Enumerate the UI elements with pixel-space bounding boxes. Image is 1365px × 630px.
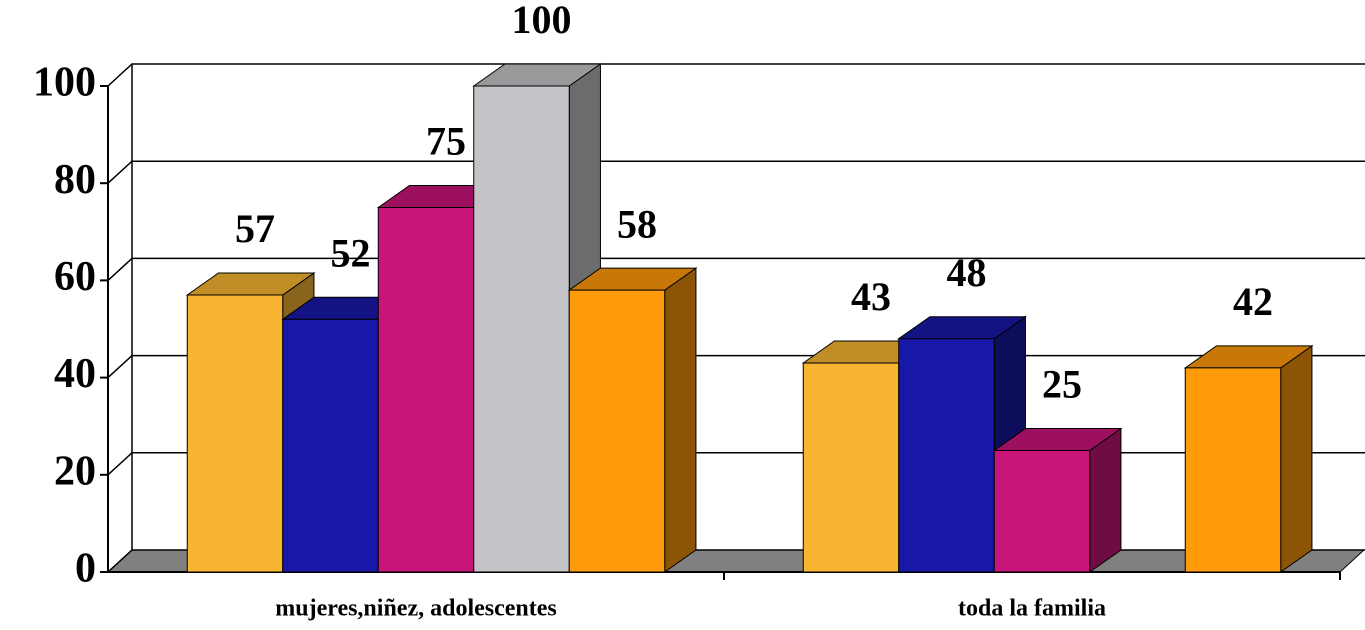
bar-side [1280, 344, 1313, 573]
grid-line [107, 160, 1365, 184]
data-label: 75 [426, 119, 466, 164]
data-label: 42 [1233, 279, 1273, 324]
grid-line [107, 257, 1365, 281]
y-tick-label: 100 [33, 60, 96, 106]
grid-line [107, 63, 1365, 87]
bar [1184, 367, 1282, 573]
y-tick-label: 20 [54, 448, 96, 494]
data-label: 58 [617, 201, 657, 246]
data-label: 48 [947, 250, 987, 295]
y-tick-label: 80 [54, 157, 96, 203]
y-tick-label: 60 [54, 254, 96, 300]
x-tick-label: mujeres,niñez, adolescentes [275, 596, 557, 622]
bar [186, 294, 284, 573]
bar [568, 289, 666, 573]
data-label: 25 [1042, 362, 1082, 407]
bar [802, 362, 900, 573]
data-label: 43 [851, 274, 891, 319]
bar [282, 318, 379, 573]
bar-side [664, 267, 697, 573]
bar [377, 207, 475, 573]
x-tick-label: toda la familia [958, 596, 1106, 622]
data-label: 57 [235, 206, 275, 251]
bar [898, 338, 995, 573]
bar [993, 450, 1091, 573]
bar-side [1089, 427, 1122, 573]
bar [473, 85, 570, 573]
data-label: 100 [512, 0, 572, 42]
y-tick-label: 40 [54, 351, 96, 397]
y-tick-label: 0 [75, 546, 96, 592]
data-label: 52 [331, 230, 371, 275]
